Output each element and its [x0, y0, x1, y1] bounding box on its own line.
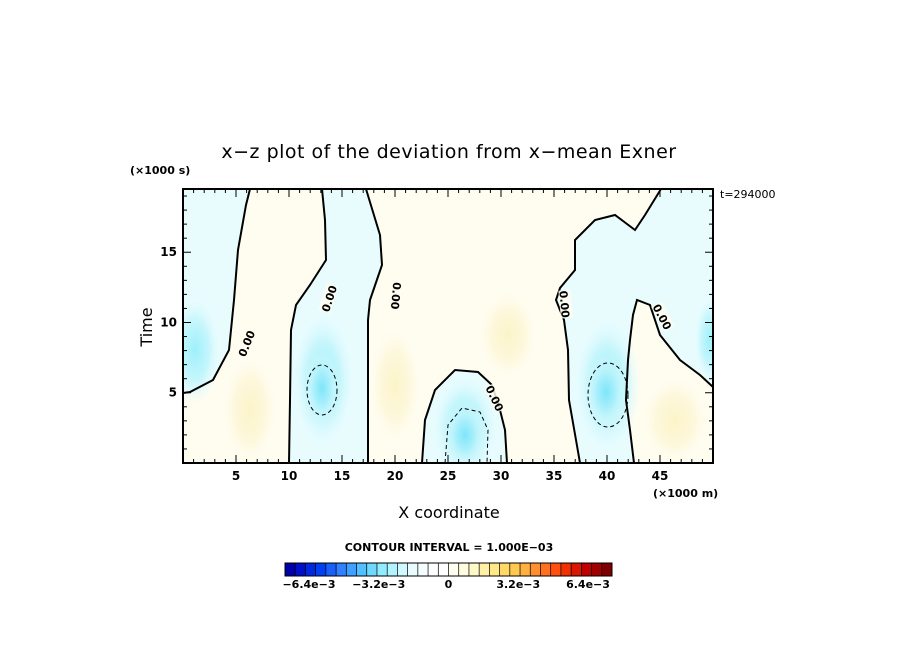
- negative-contours: [306, 362, 629, 463]
- colorbar-swatch: [550, 563, 562, 576]
- zero-contour: [421, 368, 508, 463]
- chart-title: x−z plot of the deviation from x−mean Ex…: [221, 141, 676, 163]
- colorbar-swatch: [366, 563, 378, 576]
- colorbar-swatch: [438, 563, 449, 576]
- contour-interval-label: CONTOUR INTERVAL = 1.000E−03: [345, 541, 554, 554]
- zero-contour: [554, 189, 662, 463]
- x-tick-label: 10: [281, 469, 298, 483]
- pos-anomaly-shade: [369, 325, 421, 445]
- colorbar-swatch: [305, 563, 316, 576]
- x-axis-label: X coordinate: [398, 503, 499, 522]
- zero-contour-label-text: 0.00: [388, 282, 403, 311]
- neg-anomaly-shade: [445, 403, 485, 463]
- colorbar-swatch: [376, 563, 388, 576]
- colorbar: [284, 562, 613, 577]
- colorbar-swatch: [540, 563, 551, 576]
- x-tick-labels: 5 10 15 20 25 30 35 40 45: [232, 469, 669, 483]
- pos-anomaly-shade: [641, 375, 709, 463]
- x-unit-label: (×1000 m): [653, 487, 718, 500]
- neg-contour: [444, 407, 489, 463]
- colorbar-swatch: [407, 563, 419, 576]
- colorbar-swatch: [336, 563, 347, 576]
- colorbar-swatch: [285, 563, 296, 576]
- neg-contour: [306, 364, 338, 416]
- y-axis-label: Time: [137, 307, 156, 347]
- colorbar-swatch: [520, 563, 531, 576]
- x-tick-label: 25: [440, 469, 457, 483]
- zero-contour: [183, 189, 251, 394]
- pos-anomaly-shade: [222, 355, 278, 463]
- colorbar-swatch: [397, 563, 408, 576]
- y-tick-label: 5: [169, 386, 177, 400]
- colorbar-tick-label: −6.4e−3: [282, 578, 335, 591]
- colorbar-swatch: [468, 563, 480, 576]
- colorbar-swatch: [601, 563, 613, 576]
- zero-contour: [288, 189, 328, 463]
- zero-contours: [183, 189, 713, 463]
- colorbar-tick-labels: −6.4e−3 −3.2e−3 0 3.2e−3 6.4e−3: [282, 578, 609, 591]
- colorbar-tick-label: −3.2e−3: [352, 578, 405, 591]
- x-tick-label: 20: [387, 469, 404, 483]
- neg-anomaly-shade: [694, 295, 713, 385]
- x-tick-label: 40: [599, 469, 616, 483]
- colorbar-swatch: [387, 563, 398, 576]
- colorbar-swatch: [489, 563, 500, 576]
- colorbar-swatch: [356, 563, 368, 576]
- colorbar-swatch: [499, 563, 511, 576]
- neg-anomaly-shade: [305, 352, 339, 424]
- tick-marks: [183, 189, 713, 463]
- neg-contour: [587, 362, 629, 428]
- zero-contour: [365, 189, 384, 463]
- zero-contour-label: 0.00: [388, 281, 405, 311]
- y-tick-labels: 5 10 15: [160, 245, 177, 400]
- y-unit-label: (×1000 s): [130, 164, 190, 177]
- colorbar-swatch: [346, 563, 357, 576]
- colorbar-swatch: [325, 563, 337, 576]
- y-tick-label: 15: [160, 245, 177, 259]
- colorbar-swatch: [295, 563, 306, 576]
- colorbar-swatch: [581, 563, 592, 576]
- colorbar-tick-label: 0: [445, 578, 453, 591]
- colorbar-swatch: [448, 563, 460, 576]
- x-tick-label: 45: [652, 469, 669, 483]
- colorbar-swatch: [560, 563, 572, 576]
- colorbar-swatch: [530, 563, 541, 576]
- colorbar-swatch: [417, 563, 429, 576]
- zero-contour-label: 0.00: [556, 289, 573, 319]
- colorbar-swatch: [591, 563, 603, 576]
- x-tick-label: 35: [546, 469, 563, 483]
- neg-anomaly-shade: [586, 356, 626, 428]
- colorbar-frame: [284, 562, 613, 577]
- y-tick-label: 10: [160, 315, 177, 329]
- x-tick-label: 5: [232, 469, 240, 483]
- zero-contour-label-text: 0.00: [556, 290, 571, 319]
- colorbar-tick-label: 3.2e−3: [496, 578, 540, 591]
- colorbar-swatch: [458, 563, 470, 576]
- colorbar-swatch: [428, 563, 439, 576]
- neg-anomaly-shade: [183, 295, 221, 405]
- contour-field: [183, 189, 713, 463]
- colorbar-swatch: [509, 563, 521, 576]
- colorbar-tick-label: 6.4e−3: [566, 578, 610, 591]
- colorbar-swatch: [479, 563, 490, 576]
- colorbar-swatch: [571, 563, 582, 576]
- x-tick-label: 15: [334, 469, 351, 483]
- colorbar-swatch: [315, 563, 327, 576]
- x-tick-label: 30: [493, 469, 510, 483]
- pos-anomaly-shade: [478, 290, 538, 380]
- time-label: t=294000: [720, 188, 776, 201]
